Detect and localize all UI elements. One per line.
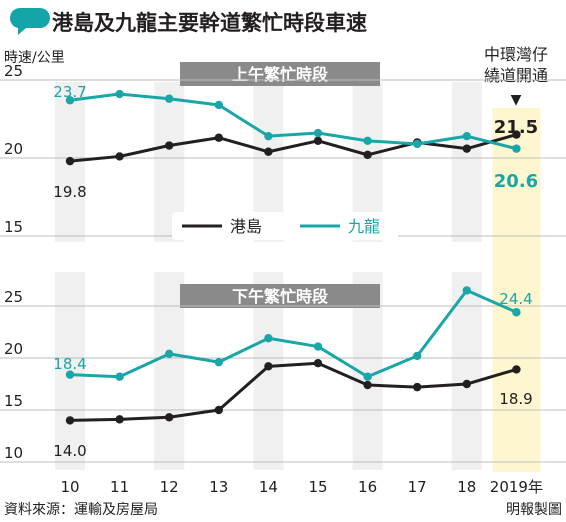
column-bands-top bbox=[55, 82, 482, 242]
data-point bbox=[65, 156, 75, 166]
column-band bbox=[154, 272, 185, 470]
y-tick-label: 25 bbox=[4, 288, 23, 306]
label-bottom-hk-first: 14.0 bbox=[53, 442, 86, 460]
data-point bbox=[512, 308, 521, 317]
series-line-hk bbox=[69, 361, 517, 422]
data-point bbox=[363, 372, 372, 381]
label-top-hk-last: 21.5 bbox=[494, 117, 538, 138]
data-point bbox=[413, 382, 422, 392]
x-tick-label: 13 bbox=[209, 478, 228, 496]
x-tick-label: 17 bbox=[408, 478, 427, 496]
data-point bbox=[264, 131, 273, 141]
data-point bbox=[462, 144, 471, 153]
data-point bbox=[165, 413, 174, 422]
data-point bbox=[264, 362, 273, 371]
highlight-column bbox=[492, 108, 541, 472]
data-point bbox=[65, 96, 75, 105]
data-point bbox=[165, 141, 174, 150]
data-point bbox=[214, 133, 223, 142]
series-layer bbox=[65, 89, 521, 425]
source-note: 資料來源：運輸及房屋局 bbox=[4, 502, 158, 518]
x-tick-label: 12 bbox=[160, 478, 179, 496]
gridlines-bottom: 10 15 20 25 bbox=[0, 288, 566, 463]
data-point bbox=[115, 372, 124, 381]
data-point bbox=[462, 286, 471, 295]
unit-label: 時速/公里 bbox=[4, 50, 65, 66]
title-bubble-icon bbox=[9, 8, 51, 35]
x-tick-label: 14 bbox=[259, 478, 278, 496]
data-point bbox=[363, 380, 372, 390]
x-tick-label: 16 bbox=[358, 478, 377, 496]
data-point bbox=[65, 370, 75, 379]
legend: 港島 九龍 bbox=[172, 212, 398, 240]
column-band bbox=[451, 82, 482, 242]
panel-label-bottom-bg bbox=[180, 284, 380, 308]
data-point bbox=[65, 416, 75, 425]
annotation-line2: 繞道開通 bbox=[484, 66, 548, 85]
data-point bbox=[214, 357, 223, 367]
credit-note: 明報製圖 bbox=[506, 502, 562, 518]
data-point bbox=[512, 365, 521, 374]
data-point bbox=[165, 349, 174, 359]
panel-label-top-bg bbox=[180, 62, 380, 86]
data-point bbox=[512, 130, 521, 139]
label-bottom-kln-last: 24.4 bbox=[499, 290, 532, 308]
label-top-kln-last: 20.6 bbox=[494, 171, 538, 192]
data-point bbox=[264, 147, 273, 156]
data-point bbox=[363, 150, 372, 160]
x-tick-label: 11 bbox=[110, 478, 129, 496]
data-point bbox=[313, 359, 323, 368]
y-tick-label: 10 bbox=[4, 444, 23, 462]
chart-title: 港島及九龍主要幹道繁忙時段車速 bbox=[52, 11, 367, 35]
series-line-kln bbox=[69, 92, 517, 151]
label-top-hk-first: 19.8 bbox=[53, 183, 86, 201]
y-tick-label: 20 bbox=[4, 140, 23, 158]
column-band bbox=[451, 272, 482, 470]
series-line-kln bbox=[69, 288, 518, 379]
data-point bbox=[363, 136, 372, 146]
data-point bbox=[264, 334, 273, 343]
data-point bbox=[462, 131, 471, 141]
x-tick-label: 15 bbox=[308, 478, 327, 496]
data-point bbox=[165, 94, 174, 103]
data-point bbox=[413, 351, 422, 361]
series-line-hk bbox=[69, 133, 517, 163]
data-point bbox=[214, 100, 223, 110]
data-point bbox=[462, 379, 471, 389]
label-top-kln-first: 23.7 bbox=[53, 83, 86, 101]
data-point bbox=[115, 89, 124, 99]
x-tick-label: 10 bbox=[60, 478, 79, 496]
data-point bbox=[313, 136, 323, 146]
label-bottom-hk-last: 18.9 bbox=[499, 390, 532, 408]
panel-label-bottom: 下午繁忙時段 bbox=[232, 287, 329, 306]
data-point bbox=[413, 139, 422, 149]
panel-label-top: 上午繁忙時段 bbox=[232, 65, 329, 84]
x-tick-label: 2019年 bbox=[490, 478, 543, 496]
data-point bbox=[214, 405, 223, 415]
y-tick-label: 15 bbox=[4, 218, 23, 236]
x-axis-ticks: 10 11 12 13 14 15 16 17 18 2019年 bbox=[60, 478, 543, 496]
data-point bbox=[115, 415, 124, 424]
annotation-arrow-icon: ▼ bbox=[511, 92, 522, 108]
annotation-line1: 中環灣仔 bbox=[484, 45, 548, 64]
x-tick-label: 18 bbox=[457, 478, 476, 496]
y-tick-label: 15 bbox=[4, 392, 23, 410]
label-bottom-kln-first: 18.4 bbox=[53, 355, 86, 373]
data-point bbox=[115, 152, 124, 161]
legend-label-hk: 港島 bbox=[230, 217, 262, 236]
data-point bbox=[512, 144, 521, 153]
data-point bbox=[313, 342, 323, 351]
legend-box bbox=[172, 212, 398, 240]
legend-label-kln: 九龍 bbox=[348, 217, 380, 236]
y-tick-label: 25 bbox=[4, 62, 23, 80]
data-point bbox=[313, 128, 323, 138]
y-tick-label: 20 bbox=[4, 340, 23, 358]
